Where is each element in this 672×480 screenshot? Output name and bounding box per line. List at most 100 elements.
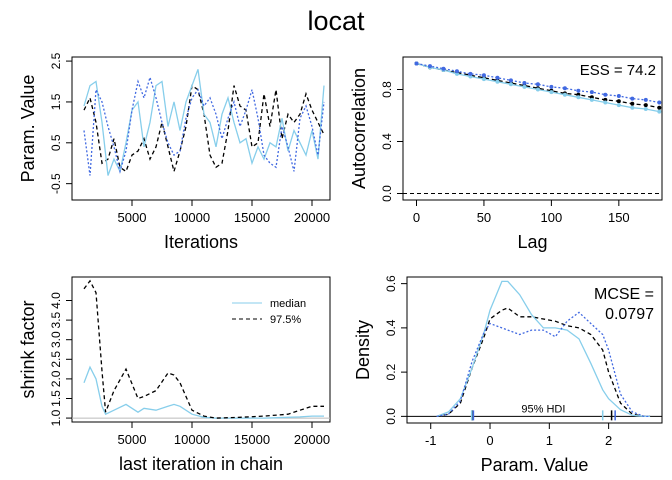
acf-point [481,73,486,78]
plot-frame [71,276,331,423]
trace-panel: 5000 10000 15000 20000 -0.5 0.5 1.5 2.5 Iteratio… [18,52,331,252]
x-axis-label: last iteration in chain [119,454,283,474]
acf-point [630,105,635,110]
acf-point [427,64,432,69]
y-tick-label: 2.0 [49,370,63,387]
y-axis-label: Param. Value [18,75,38,183]
acf-point [549,90,554,95]
y-tick-label: 2.5 [49,52,63,69]
acf-point [508,82,513,87]
x-axis-label: Lag [517,232,547,252]
y-axis-label: Autocorrelation [349,68,369,189]
y-tick-label: 0.6 [384,275,398,292]
y-tick-label: 0.4 [384,319,398,336]
x-tick-label: 5000 [118,432,147,447]
plot-frame [402,56,663,201]
acf-point [630,96,635,101]
shrink-panel: 5000 10000 15000 20000 1.0 1.5 2.0 2.5 3.0 3.5 4.0… [18,276,331,474]
autocorrelation-panel: 0 50 100 150 0.0 0.4 0.8 Lag Autocorrelation ESS … [349,56,663,252]
acf-point [441,66,446,71]
acf-point [481,77,486,82]
y-tick-label: 0.0 [380,185,394,202]
x-tick-label: 0 [486,433,493,448]
ess-annotation: ESS = 74.2 [580,62,656,79]
acf-point [495,79,500,84]
y-tick-label: 1.0 [49,409,63,426]
x-axis-label: Iterations [164,232,238,252]
series-line-chain2 [436,280,651,418]
x-tick-label: -1 [425,433,437,448]
acf-point [508,78,513,83]
series-line-median [83,365,324,419]
acf-point [414,61,419,66]
x-tick-label: 100 [541,210,563,225]
x-tick-label: 20000 [294,210,330,225]
acf-point [616,94,621,98]
acf-point [535,87,540,92]
acf-point [589,97,594,102]
acf-point [549,84,554,89]
y-tick-label: 0.0 [384,408,398,425]
legend: median 97.5% [232,298,306,326]
acf-point [616,103,621,108]
acf-point [522,84,527,89]
legend-entry: median [270,298,306,310]
y-tick-label: -0.5 [49,173,63,194]
y-tick-label: 0.4 [380,133,394,150]
y-tick-label: 3.5 [49,311,63,328]
acf-point [562,92,567,97]
x-tick-label: 10000 [174,210,210,225]
series-line-chain3 [436,311,651,418]
y-tick-label: 4.0 [49,292,63,309]
acf-point [535,82,540,87]
y-axis-label: shrink factor [18,300,38,398]
hdi-label: 95% HDI [521,403,565,415]
mcse-value: 0.0797 [605,306,654,323]
plot-frame [406,276,663,424]
x-tick-label: 2 [605,433,612,448]
legend-entry: 97.5% [270,314,301,326]
x-axis-label: Param. Value [481,455,589,475]
series-line-chain2 [83,69,325,176]
plot-area [407,280,662,421]
acf-point [657,109,662,114]
acf-point [468,71,473,76]
acf-point [522,81,527,85]
acf-point [603,100,608,105]
x-tick-label: 10000 [174,432,210,447]
mcse-label: MCSE = [594,286,654,303]
plot-area [83,69,325,176]
x-tick-label: 150 [608,210,630,225]
series-line-97.5% [83,279,324,419]
x-tick-label: 50 [477,210,491,225]
y-tick-label: 0.2 [384,363,398,380]
acf-point [643,107,648,111]
y-tick-label: 3.0 [49,331,63,348]
plot-area [72,279,330,419]
figure-title: locat [307,6,365,36]
acf-point [630,101,635,106]
y-tick-label: 1.5 [49,93,63,110]
acf-point [454,69,459,74]
series-line-chain3 [83,75,325,176]
x-tick-label: 1 [546,433,553,448]
acf-point [562,86,567,91]
acf-point [576,88,581,93]
y-tick-label: 0.8 [380,81,394,98]
acf-point [657,105,662,110]
x-tick-label: 5000 [118,210,147,225]
y-tick-label: 2.5 [49,351,63,368]
acf-point [576,95,581,100]
x-tick-label: 15000 [234,210,270,225]
acf-point [616,99,621,104]
acf-point [589,90,594,95]
y-axis-label: Density [353,320,373,380]
x-tick-label: 15000 [234,432,270,447]
x-tick-label: 20000 [294,432,330,447]
x-tick-label: 0 [413,210,420,225]
plot-frame [71,56,331,201]
acf-point [603,92,608,97]
acf-point [643,97,648,102]
acf-point [495,75,500,80]
